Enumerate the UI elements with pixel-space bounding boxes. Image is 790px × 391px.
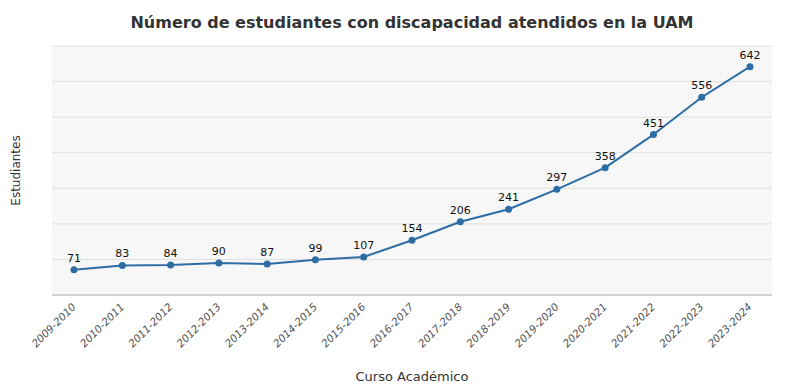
x-axis-line <box>52 295 772 296</box>
x-tick-label: 2015-2016 <box>319 300 368 349</box>
grid <box>52 46 772 295</box>
x-tick-label: 2012-2013 <box>174 301 223 350</box>
y-axis-label: Estudiantes <box>9 135 23 205</box>
data-label: 358 <box>595 150 616 163</box>
x-tick-label: 2020-2021 <box>560 301 609 350</box>
x-tick-label: 2023-2024 <box>705 301 754 350</box>
grid-line <box>52 152 772 153</box>
line <box>74 67 750 270</box>
data-label: 84 <box>164 247 178 260</box>
x-axis-label: Curso Académico <box>356 369 469 384</box>
marker <box>119 262 126 269</box>
grid-line <box>52 81 772 82</box>
data-label: 99 <box>308 242 322 255</box>
x-tick-label: 2014-2015 <box>270 300 319 349</box>
grid-line <box>52 188 772 189</box>
data-label: 451 <box>643 117 664 130</box>
chart-svg: 71 83 84 90 87 99 107 154 206 241 297 358 451 556 642 2… <box>0 0 790 391</box>
x-tick-label: 2011-2012 <box>126 300 175 349</box>
grid-line <box>52 46 772 47</box>
data-label: 206 <box>450 204 471 217</box>
data-label: 241 <box>498 191 519 204</box>
marker <box>698 94 705 101</box>
marker <box>215 259 222 266</box>
x-tick-label: 2010-2011 <box>77 301 126 350</box>
x-tick-label: 2009-2010 <box>29 300 78 349</box>
grid-line <box>52 295 772 296</box>
x-tick-label: 2021-2022 <box>608 300 657 349</box>
marker <box>360 253 367 260</box>
data-label: 642 <box>740 49 761 62</box>
marker <box>312 256 319 263</box>
data-label: 107 <box>353 239 374 252</box>
marker <box>71 266 78 273</box>
x-tick-label: 2016-2017 <box>367 300 416 349</box>
plot-background <box>52 46 772 295</box>
marker <box>457 218 464 225</box>
x-tick-label: 2019-2020 <box>512 300 561 349</box>
marker <box>650 131 657 138</box>
marker <box>167 262 174 269</box>
marker <box>602 164 609 171</box>
marker <box>747 63 754 70</box>
marker <box>553 186 560 193</box>
title: Número de estudiantes con discapacidad a… <box>130 13 693 32</box>
x-tick-label: 2022-2023 <box>657 301 706 350</box>
data-label: 154 <box>402 222 423 235</box>
data-label: 71 <box>67 252 81 265</box>
x-tick-label: 2017-2018 <box>415 300 464 349</box>
marker <box>505 206 512 213</box>
x-tick-label: 2018-2019 <box>464 300 513 349</box>
marker <box>409 237 416 244</box>
data-label: 297 <box>546 171 567 184</box>
data-label: 87 <box>260 246 274 259</box>
data-label: 556 <box>691 79 712 92</box>
chart-container: 71 83 84 90 87 99 107 154 206 241 297 358 451 556 642 2… <box>0 0 790 391</box>
grid-line <box>52 117 772 118</box>
x-tick-label: 2013-2014 <box>222 301 271 350</box>
data-label: 83 <box>115 247 129 260</box>
marker <box>264 261 271 268</box>
grid-line <box>52 259 772 260</box>
data-group <box>71 63 754 273</box>
data-label: 90 <box>212 245 226 258</box>
